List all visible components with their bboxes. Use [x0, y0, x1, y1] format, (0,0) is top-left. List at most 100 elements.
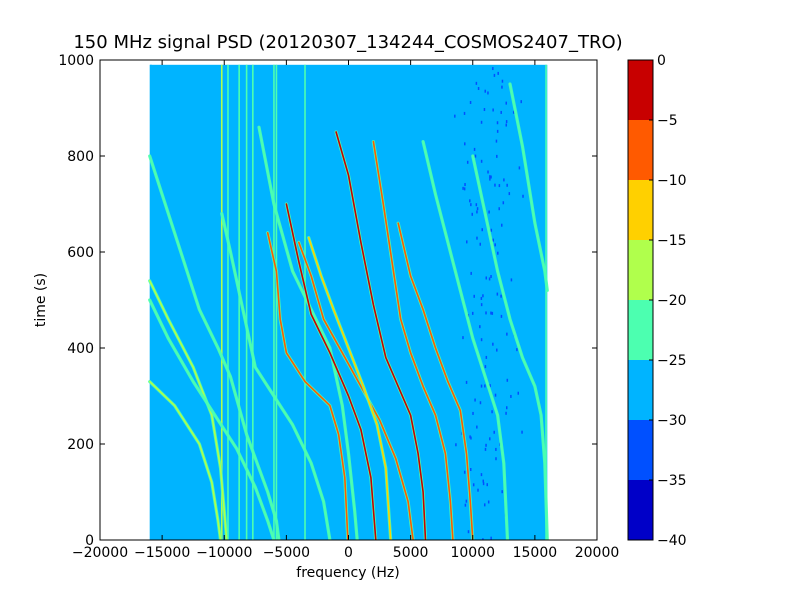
low-power-speckle: [500, 295, 502, 298]
low-power-speckle: [489, 437, 491, 440]
colorbar-segment: [628, 120, 653, 180]
low-power-speckle: [488, 211, 490, 214]
x-tick-label: 15000: [513, 545, 558, 561]
low-power-speckle: [474, 399, 476, 402]
low-power-speckle: [476, 237, 478, 240]
low-power-speckle: [466, 500, 468, 503]
colorbar-tick-label: −40: [657, 533, 687, 549]
low-power-speckle: [486, 483, 488, 486]
low-power-speckle: [481, 303, 483, 306]
low-power-speckle: [511, 278, 513, 281]
x-tick-label: −5000: [263, 545, 310, 561]
low-power-speckle: [503, 201, 505, 204]
x-tick-label: −15000: [134, 545, 190, 561]
low-power-speckle: [496, 349, 498, 352]
low-power-speckle: [470, 468, 472, 471]
low-power-speckle: [455, 443, 457, 446]
low-power-speckle: [485, 365, 487, 368]
low-power-speckle: [489, 277, 491, 280]
low-power-speckle: [481, 160, 483, 163]
low-power-speckle: [497, 72, 499, 75]
colorbar-segment: [628, 180, 653, 240]
low-power-speckle: [496, 140, 498, 143]
colorbar-tick-label: −30: [657, 413, 687, 429]
low-power-speckle: [475, 155, 477, 158]
colorbar-segment: [628, 240, 653, 300]
low-power-speckle: [506, 406, 508, 409]
low-power-speckle: [473, 483, 475, 486]
low-power-speckle: [490, 537, 492, 540]
low-power-speckle: [477, 207, 479, 210]
low-power-speckle: [490, 312, 492, 315]
low-power-speckle: [484, 384, 486, 387]
low-power-speckle: [481, 338, 483, 341]
colorbar-tick-label: −35: [657, 473, 687, 489]
colorbar-segment: [628, 300, 653, 360]
low-power-speckle: [486, 356, 488, 359]
low-power-speckle: [501, 490, 503, 493]
low-power-speckle: [481, 385, 483, 388]
low-power-speckle: [497, 252, 499, 255]
low-power-speckle: [492, 312, 494, 315]
low-power-speckle: [466, 240, 468, 243]
colorbar-tick-label: −15: [657, 233, 687, 249]
x-tick-label: −20000: [72, 545, 128, 561]
x-tick-label: −10000: [196, 545, 252, 561]
low-power-speckle: [473, 295, 475, 298]
colorbar-tick-label: −20: [657, 293, 687, 309]
low-power-speckle: [470, 272, 472, 275]
low-power-speckle: [506, 124, 508, 127]
y-tick-label: 400: [67, 341, 94, 357]
low-power-speckle: [470, 101, 472, 104]
low-power-speckle: [494, 243, 496, 246]
low-power-speckle: [501, 315, 503, 318]
chart-title: 150 MHz signal PSD (20120307_134244_COSM…: [73, 32, 622, 53]
low-power-speckle: [476, 210, 478, 213]
low-power-speckle: [490, 275, 492, 278]
low-power-speckle: [489, 178, 491, 181]
colorbar-tick-label: 0: [657, 53, 666, 69]
low-power-speckle: [518, 392, 520, 395]
low-power-speckle: [505, 412, 507, 415]
low-power-speckle: [481, 297, 483, 300]
low-power-speckle: [480, 401, 482, 404]
y-axis-label: time (s): [33, 273, 49, 327]
low-power-speckle: [464, 142, 466, 145]
low-power-speckle: [472, 312, 474, 315]
low-power-speckle: [477, 489, 479, 492]
low-power-speckle: [468, 530, 470, 533]
low-power-speckle: [483, 482, 485, 485]
low-power-speckle: [485, 311, 487, 314]
low-power-speckle: [464, 471, 466, 474]
low-power-speckle: [497, 293, 499, 296]
low-power-speckle: [497, 121, 499, 124]
x-tick-label: 20000: [575, 545, 620, 561]
y-tick-label: 600: [67, 245, 94, 261]
low-power-speckle: [476, 203, 478, 206]
low-power-speckle: [516, 348, 518, 351]
low-power-speckle: [484, 503, 486, 506]
low-power-speckle: [466, 381, 468, 384]
low-power-speckle: [481, 473, 483, 476]
low-power-speckle: [492, 343, 494, 346]
x-tick-label: 5000: [393, 545, 429, 561]
x-axis-label: frequency (Hz): [296, 565, 399, 581]
low-power-speckle: [506, 333, 508, 336]
low-power-speckle: [476, 426, 478, 429]
low-power-speckle: [522, 195, 524, 198]
colorbar-tick-label: −25: [657, 353, 687, 369]
low-power-speckle: [494, 74, 496, 77]
low-power-speckle: [474, 148, 476, 151]
low-power-speckle: [488, 500, 490, 503]
low-power-speckle: [510, 395, 512, 398]
low-power-speckle: [493, 431, 495, 434]
low-power-speckle: [462, 336, 464, 339]
low-power-speckle: [491, 229, 493, 232]
low-power-speckle: [520, 100, 522, 103]
low-power-speckle: [495, 448, 497, 451]
low-power-speckle: [481, 228, 483, 231]
low-power-speckle: [492, 108, 494, 111]
colorbar-tick-label: −10: [657, 173, 687, 189]
low-power-speckle: [502, 80, 504, 83]
low-power-speckle: [492, 67, 494, 70]
